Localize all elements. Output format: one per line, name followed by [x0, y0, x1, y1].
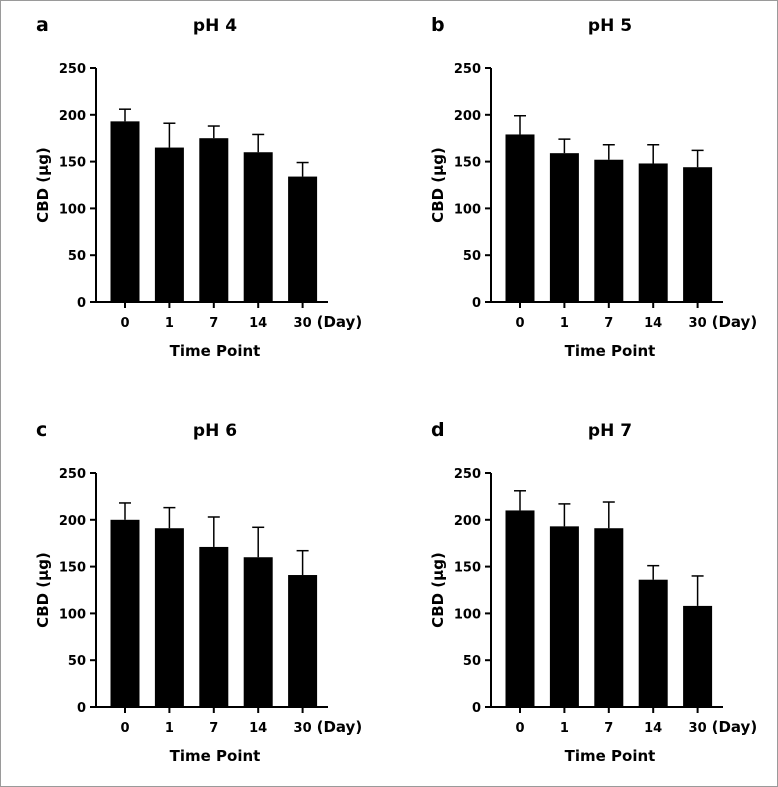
bar — [288, 176, 318, 302]
bar — [243, 557, 273, 707]
x-tick-label: 30 — [294, 721, 312, 736]
y-tick-label: 250 — [59, 467, 86, 482]
x-axis-title: Time Point — [565, 342, 656, 360]
bar — [505, 134, 535, 302]
y-axis-title: CBD (µg) — [429, 552, 447, 628]
x-tick-label: 30 — [689, 721, 707, 736]
x-tick-label: 7 — [209, 316, 218, 331]
panel-letter: a — [36, 14, 49, 36]
x-tick-label: 1 — [165, 721, 174, 736]
bar — [683, 167, 713, 302]
y-tick-label: 0 — [77, 296, 86, 311]
y-tick-label: 100 — [454, 202, 481, 217]
panel-title: pH 5 — [588, 16, 632, 36]
y-tick-label: 50 — [463, 654, 481, 669]
bar — [549, 526, 579, 707]
bar — [683, 605, 713, 707]
y-tick-label: 0 — [77, 701, 86, 716]
x-unit-label: (Day) — [712, 313, 758, 331]
y-tick-label: 50 — [68, 249, 86, 264]
x-tick-label: 0 — [120, 721, 129, 736]
y-tick-label: 50 — [463, 249, 481, 264]
y-tick-label: 200 — [59, 514, 86, 529]
bar — [154, 147, 184, 302]
bar — [288, 575, 318, 707]
x-tick-label: 14 — [644, 316, 662, 331]
bar — [199, 546, 229, 707]
y-axis-title: CBD (µg) — [34, 552, 52, 628]
bar — [549, 153, 579, 302]
x-unit-label: (Day) — [317, 313, 363, 331]
x-tick-label: 0 — [120, 316, 129, 331]
y-tick-label: 150 — [59, 561, 86, 576]
x-tick-label: 14 — [644, 721, 662, 736]
y-tick-label: 150 — [454, 561, 481, 576]
panel-title: pH 4 — [193, 16, 237, 36]
y-tick-label: 200 — [59, 109, 86, 124]
x-tick-label: 1 — [560, 721, 569, 736]
bar — [243, 152, 273, 302]
x-tick-label: 0 — [515, 316, 524, 331]
x-tick-label: 1 — [165, 316, 174, 331]
y-tick-label: 100 — [454, 607, 481, 622]
panel-title: pH 7 — [588, 421, 632, 441]
x-tick-label: 7 — [209, 721, 218, 736]
y-tick-label: 150 — [59, 156, 86, 171]
x-unit-label: (Day) — [317, 718, 363, 736]
x-tick-label: 7 — [604, 316, 613, 331]
y-tick-label: 0 — [472, 701, 481, 716]
x-tick-label: 1 — [560, 316, 569, 331]
x-tick-label: 30 — [294, 316, 312, 331]
y-axis-title: CBD (µg) — [34, 147, 52, 223]
panel-title: pH 6 — [193, 421, 237, 441]
y-tick-label: 100 — [59, 607, 86, 622]
y-tick-label: 0 — [472, 296, 481, 311]
bar — [199, 138, 229, 302]
y-tick-label: 50 — [68, 654, 86, 669]
y-tick-label: 200 — [454, 109, 481, 124]
x-tick-label: 7 — [604, 721, 613, 736]
bar — [638, 579, 668, 707]
y-axis-title: CBD (µg) — [429, 147, 447, 223]
y-tick-label: 100 — [59, 202, 86, 217]
x-tick-label: 14 — [249, 721, 267, 736]
panel-letter: b — [431, 14, 445, 36]
y-tick-label: 250 — [454, 467, 481, 482]
x-tick-label: 0 — [515, 721, 524, 736]
panel-letter: d — [431, 419, 445, 441]
bar — [505, 510, 535, 707]
x-tick-label: 14 — [249, 316, 267, 331]
bar — [638, 163, 668, 302]
panel-letter: c — [36, 419, 47, 441]
x-unit-label: (Day) — [712, 718, 758, 736]
y-tick-label: 250 — [59, 62, 86, 77]
y-tick-label: 150 — [454, 156, 481, 171]
x-axis-title: Time Point — [565, 747, 656, 765]
bar — [110, 519, 140, 707]
bar — [594, 159, 624, 302]
bar — [154, 528, 184, 707]
y-tick-label: 200 — [454, 514, 481, 529]
bar — [594, 528, 624, 707]
bar — [110, 121, 140, 303]
x-tick-label: 30 — [689, 316, 707, 331]
y-tick-label: 250 — [454, 62, 481, 77]
x-axis-title: Time Point — [170, 342, 261, 360]
x-axis-title: Time Point — [170, 747, 261, 765]
